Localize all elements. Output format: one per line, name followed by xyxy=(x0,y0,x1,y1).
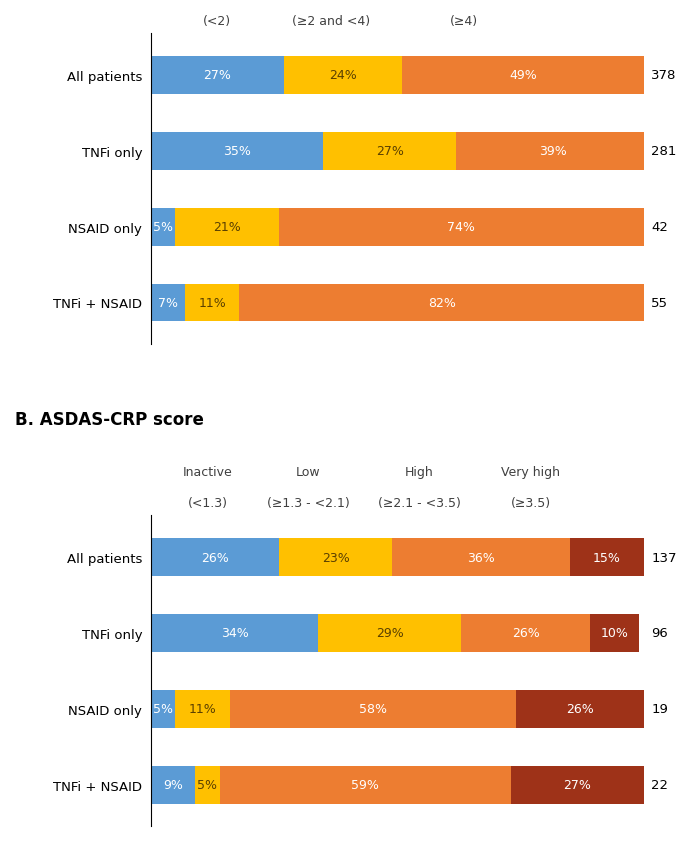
Text: High: High xyxy=(405,465,434,479)
Bar xyxy=(516,690,644,728)
Text: 58%: 58% xyxy=(359,703,386,716)
Bar xyxy=(279,209,644,246)
Text: 281: 281 xyxy=(651,145,677,158)
Text: (≥4): (≥4) xyxy=(450,14,478,28)
Text: Low: Low xyxy=(296,465,321,479)
Bar xyxy=(151,690,175,728)
Bar xyxy=(175,690,229,728)
Text: 96: 96 xyxy=(651,627,668,640)
Bar xyxy=(151,766,195,803)
Text: (≥1.3 - <2.1): (≥1.3 - <2.1) xyxy=(267,497,350,509)
Text: 15%: 15% xyxy=(593,551,621,564)
Text: 27%: 27% xyxy=(563,778,591,792)
Bar xyxy=(240,285,644,322)
Bar xyxy=(393,538,570,576)
Text: 27%: 27% xyxy=(203,69,232,83)
Text: 5%: 5% xyxy=(153,221,173,233)
Bar xyxy=(323,133,456,170)
Text: (≥2 and <4): (≥2 and <4) xyxy=(292,14,370,28)
Text: 39%: 39% xyxy=(539,145,566,158)
Text: 34%: 34% xyxy=(221,627,249,640)
Text: 26%: 26% xyxy=(512,627,539,640)
Bar xyxy=(319,614,462,652)
Text: 5%: 5% xyxy=(153,703,173,716)
Text: 35%: 35% xyxy=(223,145,251,158)
Text: (≥3.5): (≥3.5) xyxy=(510,497,551,509)
Bar xyxy=(511,766,644,803)
Text: 23%: 23% xyxy=(322,551,349,564)
Bar xyxy=(570,538,644,576)
Bar xyxy=(279,538,393,576)
Text: 74%: 74% xyxy=(447,221,475,233)
Text: 49%: 49% xyxy=(509,69,537,83)
Bar xyxy=(402,57,644,95)
Text: 11%: 11% xyxy=(199,296,226,309)
Text: 11%: 11% xyxy=(188,703,216,716)
Text: 5%: 5% xyxy=(197,778,217,792)
Bar xyxy=(151,133,323,170)
Text: 27%: 27% xyxy=(376,145,404,158)
Bar xyxy=(151,285,185,322)
Bar xyxy=(229,690,516,728)
Text: 42: 42 xyxy=(651,221,668,233)
Bar xyxy=(590,614,639,652)
Text: 10%: 10% xyxy=(600,627,628,640)
Bar xyxy=(185,285,240,322)
Text: 378: 378 xyxy=(651,69,677,83)
Bar xyxy=(284,57,402,95)
Text: 24%: 24% xyxy=(329,69,357,83)
Bar xyxy=(456,133,649,170)
Bar xyxy=(220,766,511,803)
Text: Very high: Very high xyxy=(501,465,560,479)
Text: 82%: 82% xyxy=(427,296,456,309)
Text: 137: 137 xyxy=(651,551,677,564)
Text: 26%: 26% xyxy=(201,551,229,564)
Bar xyxy=(195,766,220,803)
Text: 19: 19 xyxy=(651,703,668,716)
Bar xyxy=(151,57,284,95)
Text: 36%: 36% xyxy=(467,551,495,564)
Text: 55: 55 xyxy=(651,296,669,309)
Bar xyxy=(151,538,279,576)
Bar xyxy=(151,209,175,246)
Text: (<2): (<2) xyxy=(203,14,232,28)
Text: Inactive: Inactive xyxy=(182,465,232,479)
Text: (≥2.1 - <3.5): (≥2.1 - <3.5) xyxy=(378,497,461,509)
Text: 9%: 9% xyxy=(163,778,183,792)
Bar xyxy=(462,614,590,652)
Text: 29%: 29% xyxy=(376,627,403,640)
Text: 7%: 7% xyxy=(158,296,178,309)
Bar xyxy=(151,614,319,652)
Text: 21%: 21% xyxy=(213,221,241,233)
Text: 22: 22 xyxy=(651,778,669,792)
Text: (<1.3): (<1.3) xyxy=(188,497,227,509)
Text: 26%: 26% xyxy=(566,703,594,716)
Text: B. ASDAS-CRP score: B. ASDAS-CRP score xyxy=(15,411,204,429)
Bar xyxy=(175,209,279,246)
Text: 59%: 59% xyxy=(351,778,379,792)
